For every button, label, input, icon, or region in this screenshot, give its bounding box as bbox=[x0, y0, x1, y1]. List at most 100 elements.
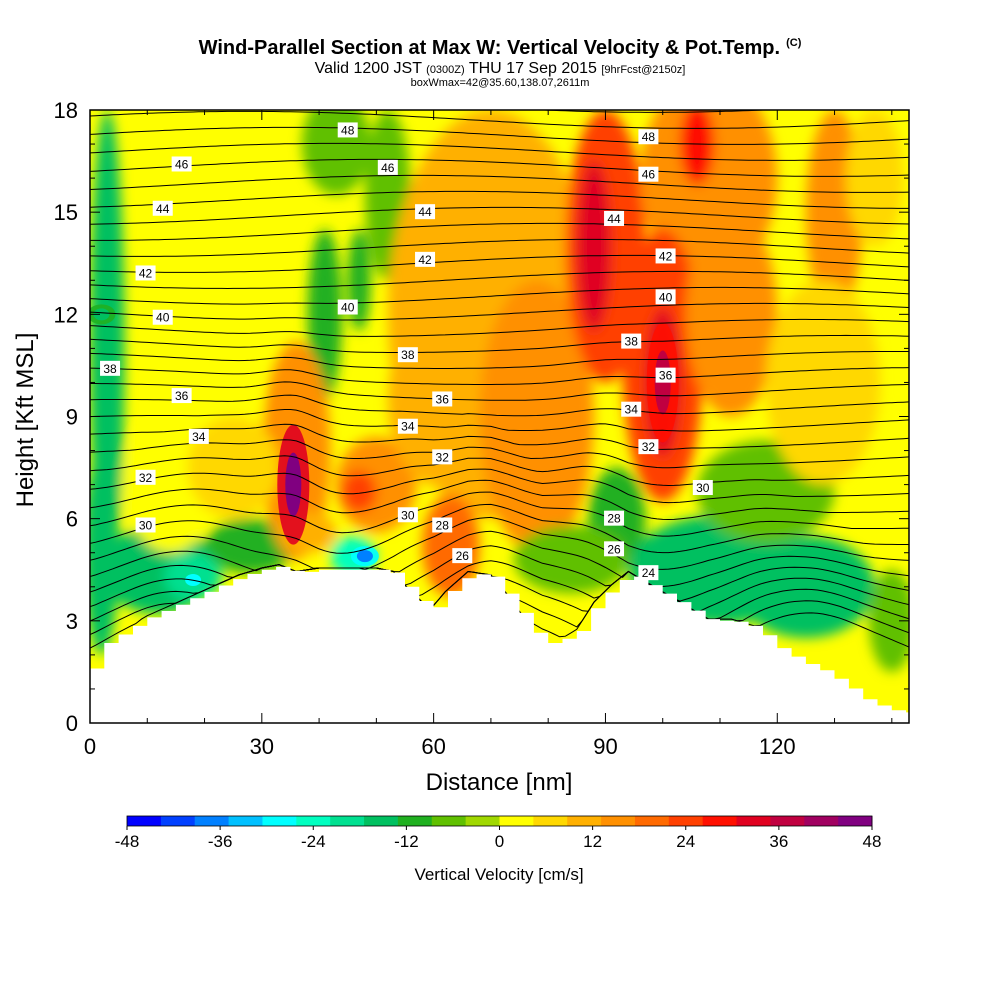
velocity-patch-35 bbox=[187, 416, 279, 519]
contour-label-box bbox=[188, 428, 209, 444]
y-tick-label-15: 15 bbox=[54, 200, 78, 225]
isentrope-36 bbox=[90, 79, 909, 96]
x-tick-label-120: 120 bbox=[759, 734, 796, 759]
contour-label-16: 38 bbox=[397, 347, 418, 363]
contour-label-7: 44 bbox=[415, 204, 436, 220]
contour-label-box bbox=[397, 507, 418, 523]
contour-label-box bbox=[604, 541, 625, 557]
contour-label-box bbox=[432, 449, 453, 465]
isentrope-32 bbox=[90, 142, 909, 161]
colorbar-swatch-4 bbox=[228, 816, 263, 826]
colorbar-swatch-11 bbox=[465, 816, 500, 826]
contour-label-25: 32 bbox=[432, 449, 453, 465]
contour-label-box bbox=[135, 517, 156, 533]
velocity-patch-31 bbox=[513, 525, 629, 594]
contour-label-26: 32 bbox=[638, 439, 659, 455]
contour-label-text: 40 bbox=[341, 301, 355, 315]
contour-label-box bbox=[171, 156, 192, 172]
contour-label-14: 40 bbox=[655, 289, 676, 305]
contour-label-box bbox=[621, 333, 642, 349]
contour-label-29: 30 bbox=[692, 480, 713, 496]
y-tick-label-12: 12 bbox=[54, 302, 78, 327]
colorbar-tick-label--24: -24 bbox=[301, 832, 326, 851]
contour-label-text: 24 bbox=[642, 566, 656, 580]
contour-label-28: 30 bbox=[397, 507, 418, 523]
contour-label-text: 32 bbox=[436, 450, 450, 464]
contour-label-box bbox=[152, 309, 173, 325]
contour-label-text: 28 bbox=[436, 518, 450, 532]
colorbar-swatch-17 bbox=[668, 816, 704, 826]
isentrope-20 bbox=[90, 334, 909, 353]
contour-label-box bbox=[415, 251, 436, 267]
contour-label-33: 26 bbox=[604, 541, 625, 557]
x-tick-label-60: 60 bbox=[421, 734, 445, 759]
contour-label-text: 26 bbox=[456, 549, 470, 563]
contour-label-19: 36 bbox=[432, 391, 453, 407]
contour-label-32: 26 bbox=[452, 548, 473, 564]
contour-label-box bbox=[415, 204, 436, 220]
contour-label-box bbox=[171, 388, 192, 404]
isentrope-12 bbox=[90, 455, 909, 487]
contour-label-3: 46 bbox=[171, 156, 192, 172]
velocity-patch-24 bbox=[490, 396, 549, 533]
colorbar-tick-label--12: -12 bbox=[394, 832, 419, 851]
contour-label-text: 30 bbox=[401, 508, 415, 522]
colorbar-swatch-3 bbox=[194, 816, 230, 826]
colorbar-tick-label-36: 36 bbox=[769, 832, 788, 851]
contour-label-17: 38 bbox=[621, 333, 642, 349]
contour-labels: 48 48 46 46 46 44 44 44 42 42 42 40 40 40 38 38 38 36 36 36… bbox=[100, 122, 713, 581]
velocity-patch-27 bbox=[737, 535, 875, 638]
contour-label-box bbox=[397, 418, 418, 434]
contour-label-34: 24 bbox=[638, 565, 659, 581]
contour-label-27: 30 bbox=[135, 517, 156, 533]
velocity-core-3 bbox=[356, 550, 373, 563]
isentrope-13 bbox=[90, 439, 909, 469]
y-tick-label-6: 6 bbox=[66, 507, 78, 532]
isentrope-15 bbox=[90, 409, 909, 432]
colorbar-swatch-7 bbox=[330, 816, 365, 826]
contour-label-text: 40 bbox=[659, 290, 673, 304]
colorbar-swatch-8 bbox=[364, 816, 399, 826]
colorbar-swatch-15 bbox=[601, 816, 636, 826]
contour-label-box bbox=[432, 391, 453, 407]
contour-label-text: 42 bbox=[659, 249, 673, 263]
velocity-patch-17 bbox=[685, 212, 778, 417]
colorbar-swatch-12 bbox=[499, 816, 534, 826]
contour-label-6: 44 bbox=[152, 200, 173, 216]
x-tick-label-90: 90 bbox=[593, 734, 617, 759]
chart-detail-line: boxWmax=42@35.60,138.07,2611m bbox=[410, 77, 590, 89]
isentrope-23 bbox=[90, 286, 909, 305]
contour-label-text: 30 bbox=[696, 481, 710, 495]
contour-label-text: 34 bbox=[192, 430, 206, 444]
y-tick-label-3: 3 bbox=[66, 609, 78, 634]
contour-label-30: 28 bbox=[432, 517, 453, 533]
colorbar-swatch-22 bbox=[838, 816, 873, 826]
contour-label-text: 44 bbox=[607, 212, 621, 226]
colorbar-swatch-18 bbox=[702, 816, 738, 826]
contour-label-box bbox=[638, 129, 659, 145]
isentrope-29 bbox=[90, 190, 909, 209]
terrain-mask bbox=[90, 566, 909, 723]
colorbar-tick-label-0: 0 bbox=[495, 832, 504, 851]
contour-label-box bbox=[638, 439, 659, 455]
contour-label-5: 46 bbox=[638, 166, 659, 182]
potential-temperature-contours bbox=[90, 79, 909, 649]
colorbar-tick-label--48: -48 bbox=[115, 832, 140, 851]
isentrope-34 bbox=[90, 110, 909, 129]
isentrope-14 bbox=[90, 423, 909, 450]
isentrope-25 bbox=[90, 254, 909, 273]
isentrope-9 bbox=[90, 491, 909, 537]
contour-label-text: 46 bbox=[175, 157, 189, 171]
velocity-core-5 bbox=[93, 308, 110, 321]
y-tick-label-9: 9 bbox=[66, 405, 78, 430]
contour-label-text: 42 bbox=[139, 266, 153, 280]
x-tick-label-0: 0 bbox=[84, 734, 96, 759]
colorbar-tick-label-48: 48 bbox=[863, 832, 882, 851]
contour-label-box bbox=[638, 565, 659, 581]
contour-label-text: 38 bbox=[401, 348, 415, 362]
y-tick-label-0: 0 bbox=[66, 711, 78, 736]
contour-label-text: 36 bbox=[175, 389, 189, 403]
contour-label-box bbox=[337, 299, 358, 315]
